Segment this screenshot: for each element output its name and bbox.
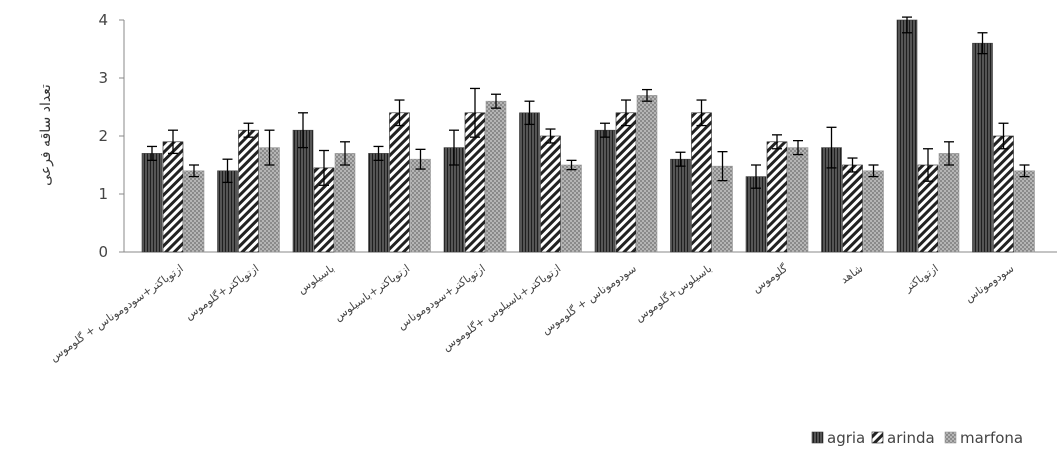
legend-item-agria: agria (811, 429, 865, 447)
error-bar-agria-3 (373, 145, 384, 162)
bar-arinda-8 (766, 141, 788, 253)
bar-agria-2 (292, 129, 314, 253)
error-bar-arinda-6 (621, 99, 631, 127)
error-bar-marfona-11 (1019, 164, 1030, 178)
category-label: ازتوباکتر+باسیلوس +گلوموس (440, 262, 563, 354)
category-label: ازتوباکتر (901, 262, 941, 295)
bar-arinda-7 (691, 112, 712, 253)
bar-marfona-0 (183, 170, 205, 253)
category-label: ازتوباکتر+سودوموناس + گلوموس (47, 262, 185, 364)
y-ticks: 0 1 2 3 4 (98, 11, 124, 261)
error-bar-marfona-7 (717, 151, 728, 182)
category-label: سودوموناس (962, 262, 1016, 305)
error-bar-arinda-8 (772, 134, 782, 150)
legend-swatch (871, 431, 884, 444)
error-bar-agria-6 (600, 122, 610, 138)
bar-agria-10 (896, 19, 918, 253)
bar-arinda-5 (540, 135, 561, 253)
error-bar-marfona-5 (566, 159, 577, 171)
error-bar-arinda-0 (168, 129, 178, 155)
error-bar-arinda-3 (394, 99, 405, 127)
error-bar-agria-8 (751, 164, 761, 189)
error-bar-arinda-1 (243, 122, 254, 138)
category-label: ازتوباکتر+باسیلوس (332, 262, 412, 324)
bar-agria-3 (368, 153, 389, 253)
error-bar-marfona-2 (340, 141, 350, 166)
error-bar-marfona-1 (264, 129, 275, 166)
bar-arinda-9 (842, 164, 863, 253)
error-bar-agria-5 (524, 100, 535, 126)
error-bar-marfona-6 (642, 88, 652, 102)
error-bar-arinda-10 (923, 148, 933, 182)
category-labels: ازتوباکتر+سودوموناس + گلوموسازتوباکتر+گل… (47, 261, 1016, 364)
bar-arinda-3 (389, 112, 410, 253)
error-bar-agria-11 (977, 32, 988, 55)
error-bar-agria-2 (298, 112, 308, 149)
error-bar-marfona-10 (944, 141, 954, 166)
bar-marfona-6 (636, 95, 658, 253)
error-bar-agria-9 (826, 126, 837, 169)
error-bar-agria-7 (675, 151, 686, 167)
error-bar-arinda-4 (470, 87, 480, 138)
y-tick-label: 1 (98, 185, 108, 203)
bar-arinda-6 (615, 112, 637, 253)
bars (141, 19, 1035, 253)
error-bar-marfona-0 (189, 164, 199, 178)
error-bar-arinda-7 (696, 99, 707, 127)
error-bar-arinda-9 (847, 157, 858, 173)
bar-agria-0 (141, 153, 163, 253)
category-label: باسیلوس (295, 262, 337, 297)
bar-marfona-2 (334, 153, 356, 253)
bar-arinda-0 (162, 141, 184, 253)
bar-agria-7 (670, 158, 691, 253)
bar-marfona-10 (938, 153, 960, 253)
legend-label: marfona (960, 429, 1023, 447)
category-label: شاهد (838, 262, 865, 287)
bar-marfona-5 (561, 164, 582, 253)
category-label: باسیلوس+گلوموس (633, 262, 715, 325)
legend-item-arinda: arinda (871, 429, 935, 447)
error-bar-agria-1 (222, 158, 233, 184)
bar-arinda-11 (993, 135, 1014, 253)
error-bar-agria-10 (902, 16, 912, 34)
error-bar-agria-0 (147, 145, 157, 162)
bar-arinda-1 (238, 129, 259, 253)
error-bar-marfona-9 (868, 164, 879, 178)
bar-marfona-11 (1014, 170, 1035, 253)
error-bar-arinda-5 (545, 128, 556, 144)
bar-marfona-3 (410, 158, 431, 253)
legend-item-marfona: marfona (944, 429, 1023, 447)
y-axis-label: تعداد ساقه فرعی (38, 84, 54, 186)
category-label: ازتوباکتر+گلوموس (183, 262, 262, 323)
legend: agria arinda marfona (811, 429, 1023, 447)
y-tick-label: 2 (98, 127, 108, 145)
y-tick-label: 0 (98, 243, 108, 261)
error-bars (147, 16, 1030, 189)
error-bar-marfona-8 (793, 139, 803, 156)
error-bar-arinda-2 (319, 149, 329, 186)
error-bar-marfona-3 (415, 148, 426, 170)
bar-agria-11 (972, 42, 993, 253)
y-tick-label: 4 (98, 11, 108, 29)
bar-marfona-4 (485, 100, 507, 253)
legend-swatch (811, 431, 824, 444)
bar-marfona-8 (787, 147, 809, 253)
legend-swatch (944, 431, 957, 444)
bar-agria-5 (519, 112, 540, 253)
y-tick-label: 3 (98, 69, 108, 87)
legend-label: agria (827, 429, 865, 447)
category-label: گلوموس (750, 261, 790, 295)
bar-marfona-9 (863, 170, 884, 253)
error-bar-agria-4 (449, 129, 459, 166)
error-bar-arinda-11 (998, 122, 1009, 150)
bar-agria-6 (594, 129, 616, 253)
error-bar-marfona-4 (491, 93, 501, 109)
legend-label: arinda (887, 429, 935, 447)
